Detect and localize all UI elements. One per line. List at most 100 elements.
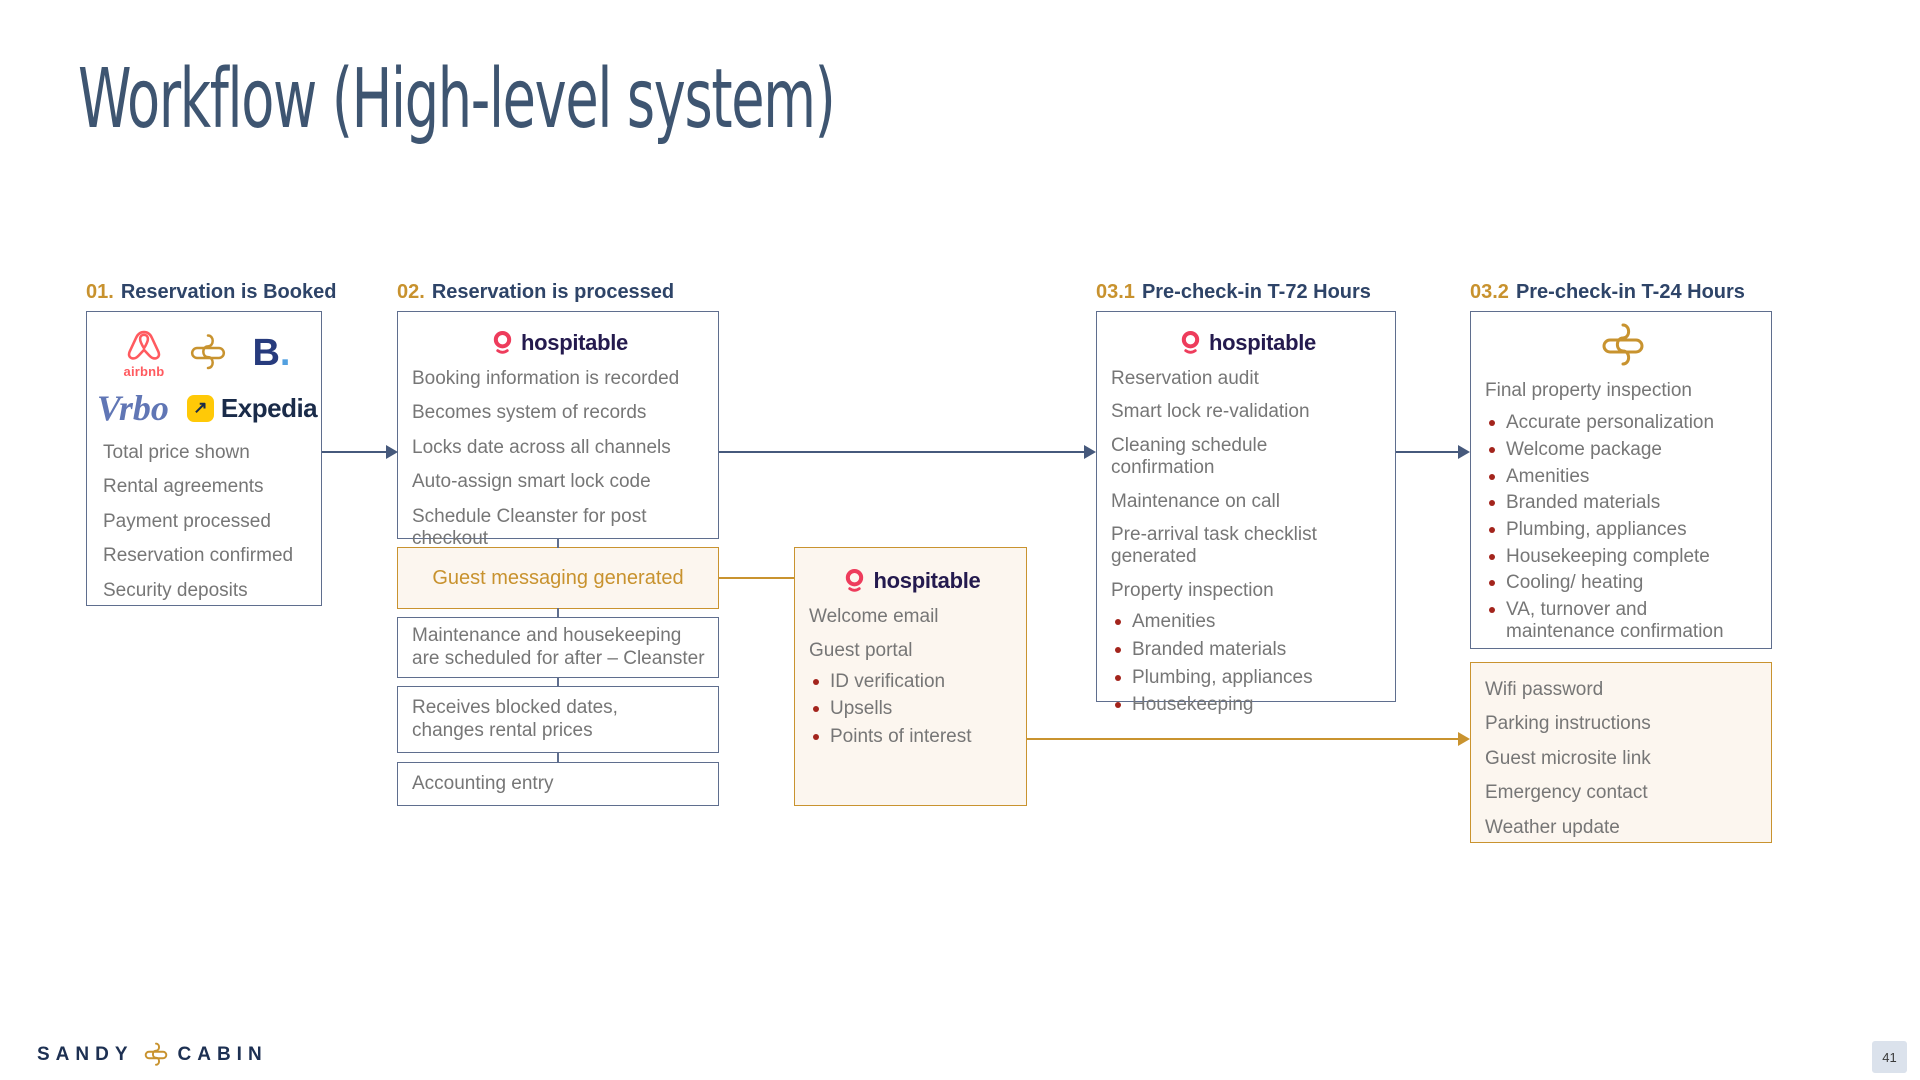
list-item: Welcome email	[809, 606, 939, 627]
airbnb-logo: airbnb	[124, 328, 165, 378]
footer-brand: SANDY CABIN	[37, 1042, 268, 1068]
bullet-item: Amenities	[1485, 466, 1761, 488]
bullet-item: Upsells	[809, 698, 1016, 720]
box-connector	[557, 752, 559, 763]
precheckin-72-box: hospitable Reservation audit Smart lock …	[1096, 311, 1396, 715]
bullet-item: Cooling/ heating	[1485, 572, 1761, 594]
maintenance-scheduling-box: Maintenance and housekeeping are schedul…	[397, 617, 719, 678]
column-01-header: 01. Reservation is Booked	[86, 281, 337, 303]
list-item: Cleaning schedule confirmation	[1111, 434, 1268, 479]
box-text: Maintenance and housekeeping are schedul…	[412, 625, 705, 669]
sandy-cabin-knot-icon	[1602, 323, 1644, 366]
arrowhead-icon	[1458, 445, 1470, 459]
hospitable-wordmark: hospitable	[873, 568, 981, 593]
flow-arrow-col1-col2	[322, 451, 388, 454]
list-item: Reservation audit	[1111, 368, 1259, 389]
reservation-processed-box: hospitable Booking information is record…	[397, 311, 719, 549]
bullet-item: Amenities	[1111, 611, 1385, 633]
airbnb-wordmark: airbnb	[123, 364, 165, 379]
list-item: Final property inspection	[1485, 380, 1692, 401]
bullet-item: Plumbing, appliances	[1485, 519, 1761, 541]
connector-guest-messaging-portal	[719, 577, 794, 580]
bullet-dot-icon	[1489, 553, 1495, 560]
footer-brand-right: CABIN	[177, 1044, 268, 1065]
hospitable-wordmark: hospitable	[520, 330, 628, 355]
bullet-dot-icon	[813, 734, 819, 741]
list-item: Property inspection	[1111, 579, 1274, 601]
bullet-item: Branded materials	[1485, 492, 1761, 514]
list-item: Guest microsite link	[1485, 747, 1651, 769]
flow-arrow-portal-infobox	[1027, 738, 1460, 741]
column-02-number: 02.	[397, 281, 425, 303]
booking-dot: .	[279, 332, 291, 374]
hospitable-logo: hospitable	[412, 330, 708, 356]
bullet-item: VA, turnover and maintenance confirmatio…	[1485, 599, 1761, 642]
bullet-dot-icon	[1489, 447, 1495, 454]
page-title: Workflow (High-level system)	[78, 52, 836, 147]
column-03-2-header: 03.2 Pre-check-in T-24 Hours	[1470, 281, 1745, 303]
hospitable-wordmark: hospitable	[1208, 330, 1316, 355]
bullet-dot-icon	[1115, 674, 1121, 681]
arrowhead-icon	[1084, 445, 1096, 459]
guest-messaging-box: Guest messaging generated	[397, 547, 719, 609]
reservation-booked-box: airbnb B. Vrbo ↗ Expedia Total price sho…	[86, 311, 322, 606]
sandy-cabin-knot-icon	[191, 334, 226, 370]
expedia-wordmark: Expedia	[220, 392, 318, 423]
guest-info-box: Wifi password Parking instructions Guest…	[1470, 662, 1772, 843]
bullet-dot-icon	[1489, 473, 1495, 480]
bullet-dot-icon	[1489, 607, 1495, 613]
box-connector	[557, 608, 559, 618]
bullet-item: Branded materials	[1111, 639, 1385, 661]
list-item: Maintenance on call	[1111, 490, 1280, 512]
list-item: Smart lock re-validation	[1111, 401, 1310, 423]
bullet-item: Housekeeping	[1111, 694, 1385, 716]
list-item: Guest portal	[809, 640, 913, 662]
blocked-dates-box: Receives blocked dates, changes rental p…	[397, 686, 719, 753]
bullet-item: Accurate personalization	[1485, 412, 1761, 434]
list-item: Emergency contact	[1485, 782, 1648, 804]
precheckin-24-box: Final property inspection Accurate perso…	[1470, 311, 1772, 649]
column-03-2-number: 03.2	[1470, 281, 1509, 303]
footer-brand-left: SANDY	[37, 1044, 134, 1065]
hospitable-icon	[493, 330, 512, 354]
list-item: Locks date across all channels	[412, 436, 671, 458]
list-item: Rental agreements	[103, 476, 264, 498]
list-item: Total price shown	[103, 442, 250, 463]
hospitable-logo: hospitable	[1111, 330, 1385, 356]
bullet-dot-icon	[1115, 702, 1121, 709]
bullet-dot-icon	[813, 678, 819, 685]
column-03-1-header: 03.1 Pre-check-in T-72 Hours	[1096, 281, 1371, 303]
arrowhead-icon	[386, 445, 398, 459]
bullet-dot-icon	[1489, 580, 1495, 587]
platform-logos-row-2: Vrbo ↗ Expedia	[97, 390, 318, 426]
expedia-logo: ↗ Expedia	[186, 392, 318, 424]
sandy-cabin-knot-icon	[144, 1042, 167, 1066]
booking-b: B	[252, 332, 280, 374]
list-item: Auto-assign smart lock code	[412, 471, 651, 493]
list-item: Payment processed	[103, 510, 271, 532]
bullet-dot-icon	[1489, 420, 1495, 427]
hospitable-logo: hospitable	[809, 568, 1016, 594]
box-connector	[557, 538, 559, 548]
bullet-item: Points of interest	[809, 726, 1016, 748]
hospitable-icon	[1181, 330, 1200, 354]
expedia-arrow-icon: ↗	[186, 394, 214, 422]
list-item: Booking information is recorded	[412, 368, 680, 389]
bullet-item: Housekeeping complete	[1485, 546, 1761, 568]
box-connector	[557, 677, 559, 687]
bullet-dot-icon	[1489, 500, 1495, 507]
column-02-header: 02. Reservation is processed	[397, 281, 675, 303]
accounting-entry-box: Accounting entry	[397, 762, 719, 806]
column-01-number: 01.	[86, 281, 114, 303]
vrbo-logo: Vrbo	[96, 388, 169, 428]
guest-portal-box: hospitable Welcome email Guest portal ID…	[794, 547, 1027, 806]
list-item: Schedule Cleanster for post checkout	[412, 505, 647, 550]
bullet-dot-icon	[1489, 527, 1495, 534]
bullet-dot-icon	[813, 706, 819, 713]
list-item: Reservation confirmed	[103, 545, 294, 567]
list-item: Wifi password	[1485, 679, 1604, 700]
list-item: Parking instructions	[1485, 713, 1651, 735]
bullet-item: ID verification	[809, 671, 1016, 693]
box-text: Accounting entry	[412, 772, 554, 794]
airbnb-icon	[127, 330, 161, 360]
